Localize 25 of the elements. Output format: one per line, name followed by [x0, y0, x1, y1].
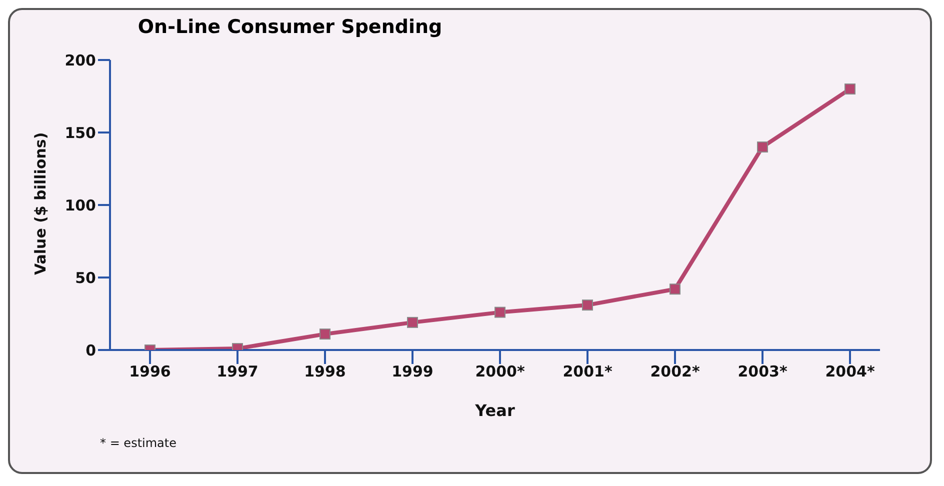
- y-axis-title: Value ($ billions): [31, 132, 50, 275]
- y-tick-label: 50: [75, 268, 96, 287]
- x-tick-label: 2000*: [475, 362, 525, 381]
- y-tick-label: 100: [64, 196, 96, 214]
- point: [757, 142, 768, 152]
- point: [320, 328, 330, 340]
- x-tick-label: 2003*: [738, 362, 788, 381]
- x-tick-label: 2002*: [650, 362, 700, 381]
- x-tick-label: 1998: [304, 362, 346, 381]
- point: [582, 300, 593, 311]
- x-tick-label: 1997: [216, 362, 258, 381]
- x-tick-label: 1999: [392, 362, 434, 381]
- point: [844, 84, 856, 94]
- chart-title: On-Line Consumer Spending: [136, 16, 444, 38]
- x-tick-label: 2001*: [562, 362, 612, 381]
- y-tick-label: 0: [86, 341, 96, 360]
- x-tick-label: 2004*: [825, 362, 875, 381]
- y-tick-label: 150: [64, 124, 96, 142]
- text: * = estimate: [100, 436, 176, 450]
- point: [494, 306, 506, 318]
- x-tick-label: 1996: [129, 362, 171, 381]
- point: [407, 316, 418, 328]
- point: [670, 284, 680, 295]
- x-axis-title: Year: [474, 401, 515, 420]
- y-tick-label: 200: [64, 51, 96, 70]
